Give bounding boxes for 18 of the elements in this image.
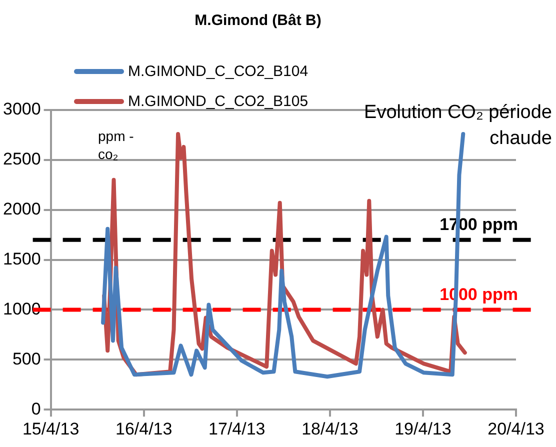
legend-label: M.GIMOND_C_CO2_B104 <box>128 62 308 80</box>
x-tick-label: 15/4/13 <box>22 419 80 438</box>
x-tick-label: 20/4/13 <box>488 419 544 438</box>
y-tick-label: 1000 <box>2 299 41 318</box>
y-tick-label: 2000 <box>2 200 41 219</box>
y-tick-label: 500 <box>12 349 41 368</box>
x-tick-label: 17/4/13 <box>208 419 266 438</box>
y-tick-label: 0 <box>31 399 41 418</box>
y-tick-label: 2500 <box>2 150 41 169</box>
y-tick-label: 3000 <box>2 100 41 119</box>
y-tick-label: 1500 <box>2 249 41 268</box>
annotation: Evolution CO₂ période chaude <box>363 101 552 151</box>
x-tick-label: 16/4/13 <box>115 419 172 438</box>
legend-label: M.GIMOND_C_CO2_B105 <box>128 92 308 110</box>
y-axis-title: ppm - co₂ <box>98 127 135 163</box>
x-tick-label: 18/4/13 <box>302 419 358 438</box>
chart-title: M.Gimond (Bât B) <box>194 12 322 30</box>
x-tick-label: 19/4/13 <box>394 419 452 438</box>
